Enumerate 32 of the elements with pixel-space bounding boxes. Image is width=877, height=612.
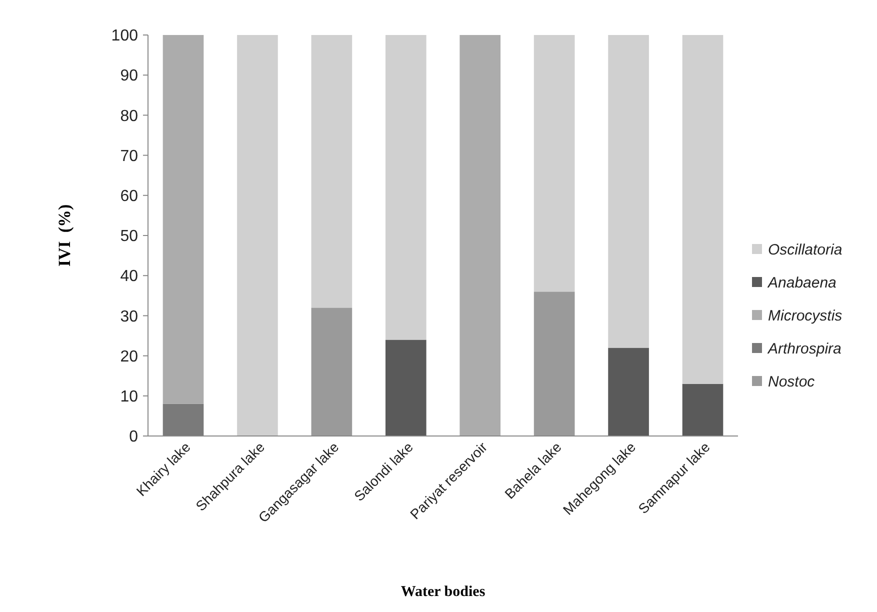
bar <box>682 384 724 436</box>
bar <box>682 35 724 384</box>
y-axis-title: IVI (%) <box>55 204 74 267</box>
y-tick-label: 60 <box>120 188 138 205</box>
legend-label: Oscillatoria <box>768 241 842 258</box>
bar <box>162 35 204 404</box>
bar <box>311 35 352 308</box>
bar <box>385 35 426 340</box>
y-tick-label: 70 <box>120 148 138 165</box>
y-tick-label: 20 <box>120 348 138 366</box>
y-tick-label: 100 <box>111 28 138 45</box>
y-tick-label: 30 <box>120 308 138 326</box>
y-tick-label: 50 <box>120 228 138 246</box>
legend-label: Anabaena <box>767 274 836 292</box>
bar <box>237 35 278 436</box>
y-tick-label: 80 <box>120 108 138 125</box>
x-axis-title: Water bodies <box>400 584 486 600</box>
bar <box>608 348 649 436</box>
y-tick-label: 90 <box>120 68 138 85</box>
y-tick-label: 0 <box>129 428 138 446</box>
bar <box>534 292 575 436</box>
bar <box>311 308 352 436</box>
y-tick-label: 40 <box>120 268 138 286</box>
bar <box>534 35 575 292</box>
bar <box>608 35 649 348</box>
legend-label: Arthrospira <box>767 340 842 358</box>
legend-label: Nostoc <box>768 373 816 390</box>
legend-label: Microcystis <box>768 307 843 324</box>
y-tick-label: 10 <box>120 388 138 406</box>
bar <box>385 340 426 436</box>
bar <box>460 35 501 436</box>
bar <box>162 404 204 436</box>
